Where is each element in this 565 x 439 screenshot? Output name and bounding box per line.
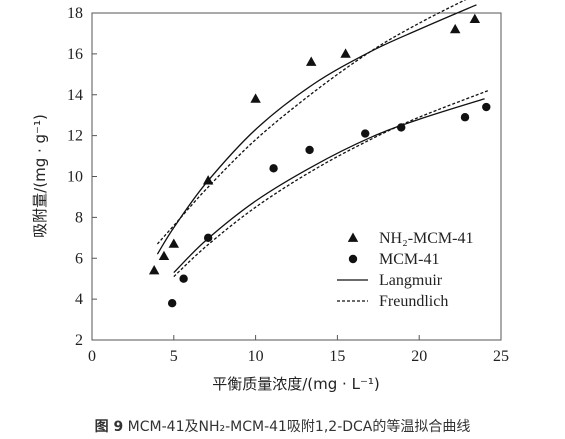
mcm-41-point — [167, 299, 177, 308]
nh2-mcm-41-point — [202, 175, 214, 185]
axis-layer: 0 5 10 15 20 25 2 4 6 8 10 12 14 16 18 — [67, 5, 509, 365]
y-tick-label: 12 — [67, 128, 83, 145]
y-tick-label: 10 — [67, 169, 83, 186]
legend-circle-marker — [348, 254, 358, 264]
y-tick-label: 8 — [75, 209, 83, 226]
y-tick-label: 2 — [75, 332, 83, 349]
legend: NH₂-MCM-41 MCM-41 Langmuir Freundlich — [337, 230, 473, 310]
mcm-41-point — [269, 164, 278, 173]
legend-label: Freundlich — [379, 293, 448, 310]
freundlich-fit-curve — [156, 0, 467, 245]
legend-label: MCM-41 — [379, 251, 439, 268]
x-tick-label: 10 — [248, 348, 264, 365]
legend-label: Langmuir — [379, 272, 443, 289]
y-tick-label: 4 — [75, 291, 83, 308]
x-tick-label: 20 — [411, 348, 427, 365]
mcm-41-point — [460, 113, 470, 122]
x-tick-label: 15 — [329, 348, 345, 365]
nh2-mcm-41-point — [250, 93, 261, 103]
plot-layer — [148, 0, 491, 308]
mcm-41-point — [179, 274, 188, 283]
mcm-41-point — [397, 123, 406, 132]
isotherm-chart: 0 5 10 15 20 25 2 4 6 8 10 12 14 16 18 平衡质量浓度/(mg · L⁻… — [31, 0, 509, 393]
mcm-41-point — [482, 102, 491, 112]
y-tick-label: 6 — [75, 250, 83, 267]
langmuir-fit-curve — [156, 4, 477, 255]
figure-caption: 图 9 MCM-41及NH₂-MCM-41吸附1,2-DCA的等温拟合曲线 — [0, 416, 565, 436]
y-tick-label: 16 — [67, 46, 83, 63]
x-tick-label: 5 — [170, 348, 178, 365]
nh2-mcm-41-point — [148, 265, 160, 275]
mcm-41-point — [203, 233, 213, 243]
mcm-41-point — [361, 129, 370, 138]
y-tick-label: 18 — [67, 5, 83, 22]
nh2-mcm-41-point — [469, 13, 481, 23]
y-tick-label: 14 — [67, 87, 83, 104]
figure-number: 图 9 — [94, 419, 124, 435]
y-axis-title: 吸附量/(mg · g⁻¹) — [31, 114, 49, 238]
x-axis-title: 平衡质量浓度/(mg · L⁻¹) — [212, 375, 379, 393]
legend-triangle-marker — [347, 232, 359, 242]
plot-frame — [91, 12, 502, 341]
figure-caption-text: MCM-41及NH₂-MCM-41吸附1,2-DCA的等温拟合曲线 — [127, 419, 471, 435]
nh2-mcm-41-point — [158, 250, 170, 261]
x-tick-label: 0 — [88, 348, 96, 365]
freundlich-fit-curve — [173, 90, 489, 278]
x-tick-label: 25 — [493, 348, 509, 365]
nh2-mcm-41-point — [340, 48, 351, 58]
legend-label: NH₂-MCM-41 — [379, 230, 473, 247]
nh2-mcm-41-point — [168, 238, 180, 248]
nh2-mcm-41-point — [305, 56, 317, 66]
mcm-41-point — [305, 145, 314, 155]
nh2-mcm-41-point — [449, 23, 461, 34]
